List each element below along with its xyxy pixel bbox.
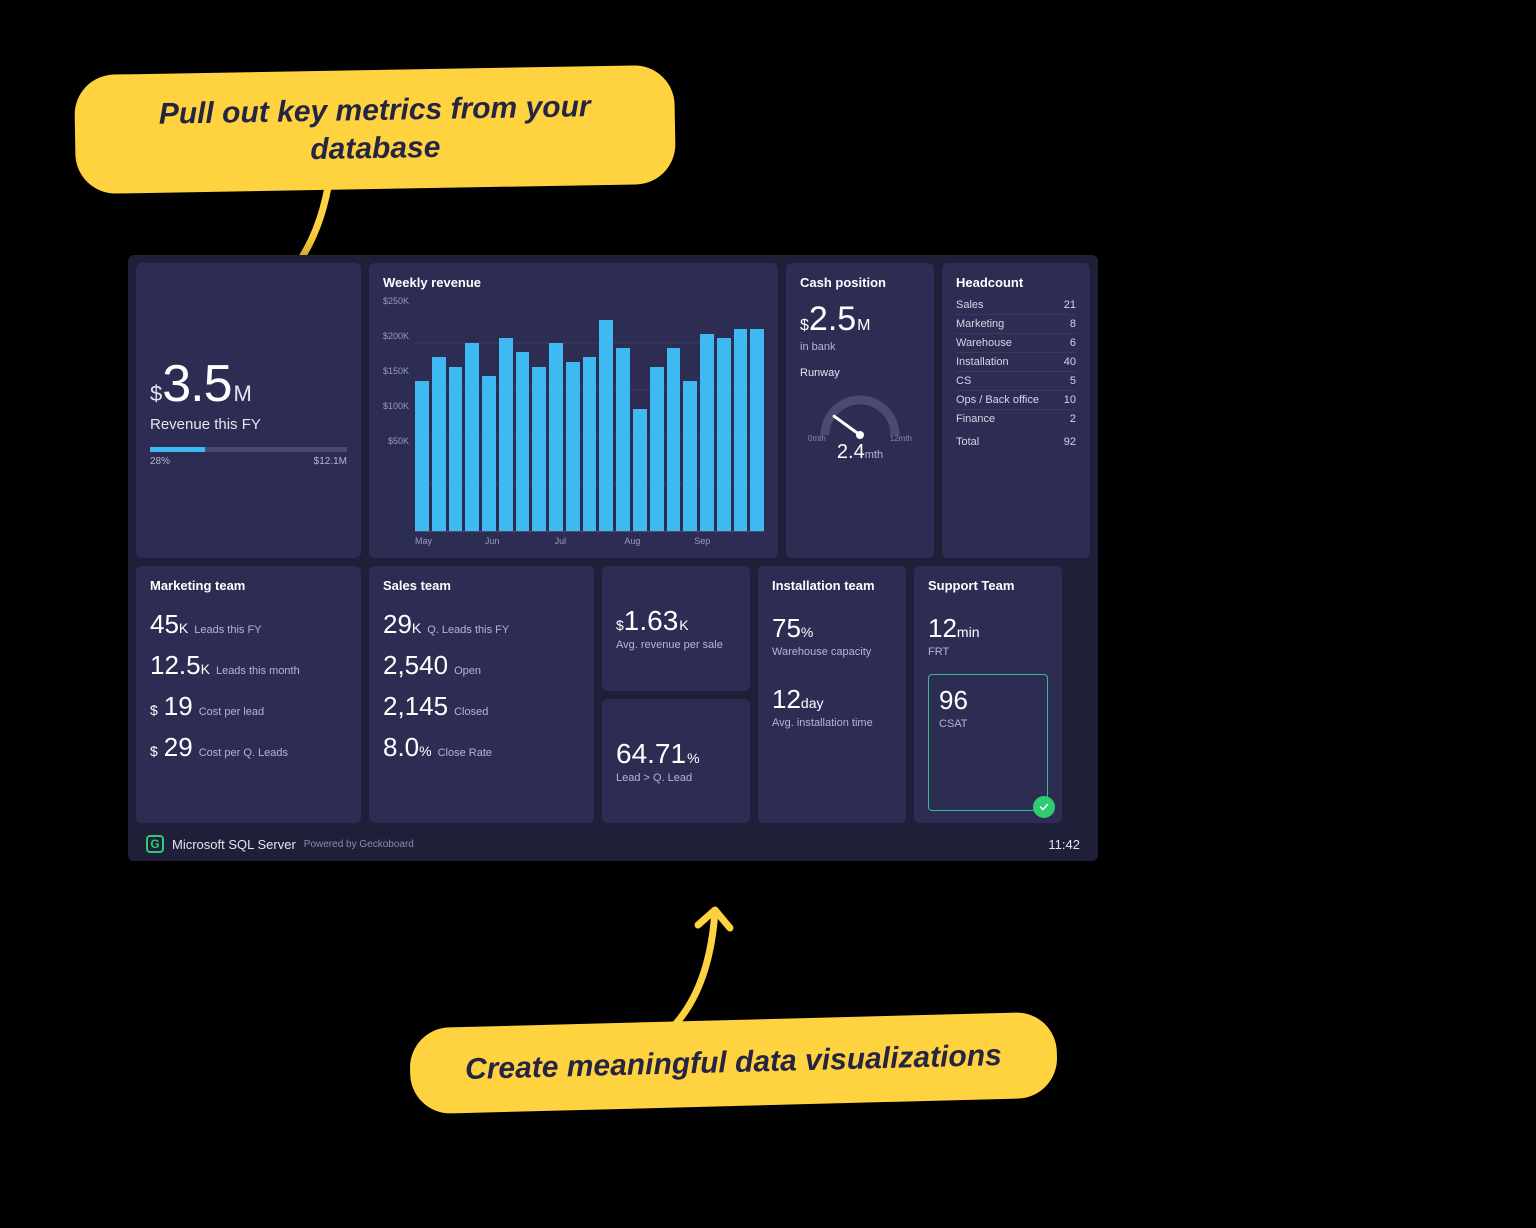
headcount-row: Sales21 xyxy=(956,296,1076,315)
headcount-title: Headcount xyxy=(956,275,1076,290)
card-weekly-revenue: Weekly revenue $250K$200K$150K$100K$50K … xyxy=(369,263,778,558)
headcount-row: Warehouse6 xyxy=(956,334,1076,353)
progress-pct: 28% xyxy=(150,456,170,467)
cash-value: $ 2.5 M xyxy=(800,300,920,339)
installation-title: Installation team xyxy=(772,578,892,593)
chart-bar xyxy=(583,357,597,531)
chart-bar xyxy=(432,357,446,531)
csat-value: 96 xyxy=(939,685,1037,716)
headcount-row: Installation40 xyxy=(956,353,1076,372)
headcount-row: Finance2 xyxy=(956,410,1076,428)
weekly-revenue-title: Weekly revenue xyxy=(383,275,764,290)
chart-bar xyxy=(616,348,630,531)
headcount-total: Total 92 xyxy=(956,430,1076,448)
chart-bar xyxy=(717,338,731,531)
chart-bar xyxy=(549,343,563,531)
cash-title: Cash position xyxy=(800,275,920,290)
revenue-fy-label: Revenue this FY xyxy=(150,416,347,433)
card-cash-position: Cash position $ 2.5 M in bank Runway 0mt… xyxy=(786,263,934,558)
geckoboard-logo-icon: G xyxy=(146,835,164,853)
headcount-row: Marketing8 xyxy=(956,315,1076,334)
powered-by: Powered by Geckoboard xyxy=(304,839,414,850)
cash-sub: in bank xyxy=(800,341,920,353)
chart-bar xyxy=(499,338,513,531)
card-installation: Installation team 75% Warehouse capacity… xyxy=(758,566,906,823)
dashboard: $ 3.5 M Revenue this FY 28% $12.1M Weekl… xyxy=(128,255,1098,861)
runway-value: 2.4mth xyxy=(800,441,920,464)
runway-gauge xyxy=(800,385,920,440)
chart-bar xyxy=(532,367,546,532)
chart-bar xyxy=(734,329,748,531)
headcount-row: Ops / Back office10 xyxy=(956,391,1076,410)
chart-bar xyxy=(566,362,580,531)
chart-bar xyxy=(633,409,647,531)
revenue-fy-value: $ 3.5 M xyxy=(150,354,347,414)
chart-bar xyxy=(667,348,681,531)
chart-bar xyxy=(599,320,613,532)
chart-bar xyxy=(700,334,714,532)
card-headcount: Headcount Sales21Marketing8Warehouse6Ins… xyxy=(942,263,1090,558)
chart-bar xyxy=(750,329,764,531)
chart-bar xyxy=(449,367,463,532)
chart-bars xyxy=(415,296,764,532)
mid-column: $ 1.63 K Avg. revenue per sale 64.71 % L… xyxy=(602,566,750,823)
dashboard-footer: G Microsoft SQL Server Powered by Geckob… xyxy=(136,831,1090,853)
chart-x-axis: MayJunJulAugSep xyxy=(415,536,764,546)
check-icon xyxy=(1033,796,1055,818)
arrow-bottom-icon xyxy=(640,880,760,1050)
chart-bar xyxy=(415,381,429,532)
card-support: Support Team 12min FRT 96 CSAT xyxy=(914,566,1062,823)
chart-bar xyxy=(683,381,697,532)
marketing-title: Marketing team xyxy=(150,578,347,593)
card-lead-conversion: 64.71 % Lead > Q. Lead xyxy=(602,699,750,823)
card-sales: Sales team 29KQ. Leads this FY 2,540Open… xyxy=(369,566,594,823)
chart-bar xyxy=(516,352,530,531)
card-avg-revenue: $ 1.63 K Avg. revenue per sale xyxy=(602,566,750,690)
runway-label: Runway xyxy=(800,367,920,379)
csat-box: 96 CSAT xyxy=(928,674,1048,811)
progress-target: $12.1M xyxy=(314,456,347,467)
chart-bar xyxy=(465,343,479,531)
callout-top: Pull out key metrics from your database xyxy=(74,65,676,194)
chart-bar xyxy=(650,367,664,532)
revenue-progress: 28% $12.1M xyxy=(150,447,347,467)
card-marketing: Marketing team 45KLeads this FY 12.5KLea… xyxy=(136,566,361,823)
chart-bar xyxy=(482,376,496,531)
sales-title: Sales team xyxy=(383,578,580,593)
chart-y-axis: $250K$200K$150K$100K$50K xyxy=(383,296,415,446)
clock: 11:42 xyxy=(1048,837,1080,852)
headcount-row: CS5 xyxy=(956,372,1076,391)
card-revenue-fy: $ 3.5 M Revenue this FY 28% $12.1M xyxy=(136,263,361,558)
data-source: Microsoft SQL Server xyxy=(172,837,296,852)
support-title: Support Team xyxy=(928,578,1048,593)
